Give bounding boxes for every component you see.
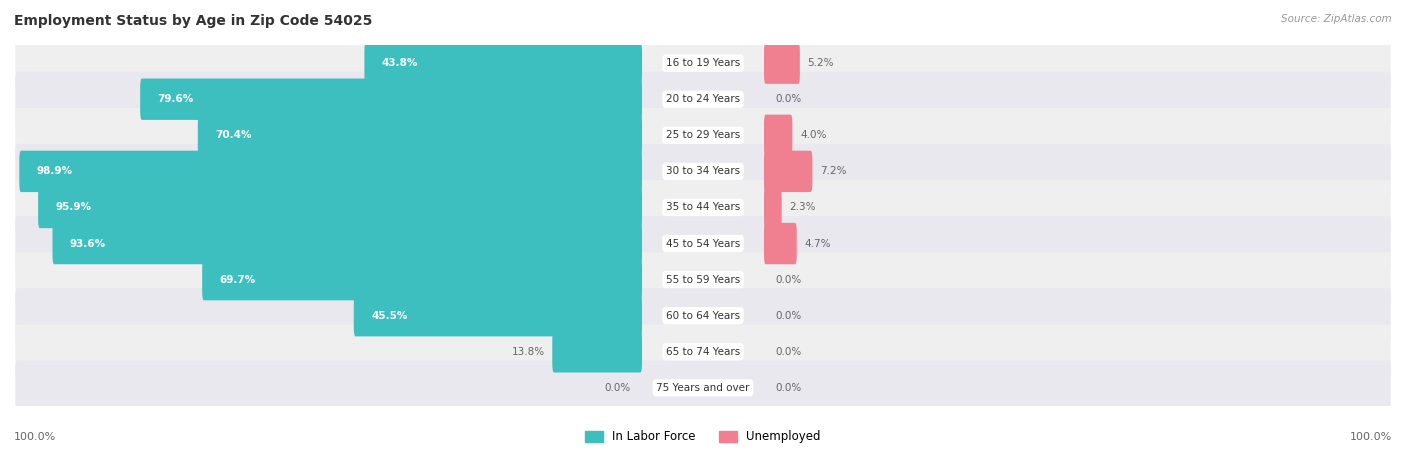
Text: 0.0%: 0.0%: [775, 347, 801, 357]
Text: 35 to 44 Years: 35 to 44 Years: [666, 202, 740, 212]
Text: 5.2%: 5.2%: [807, 58, 834, 68]
FancyBboxPatch shape: [15, 360, 1391, 415]
Text: Employment Status by Age in Zip Code 54025: Employment Status by Age in Zip Code 540…: [14, 14, 373, 28]
Text: 7.2%: 7.2%: [820, 166, 846, 176]
FancyBboxPatch shape: [15, 252, 1391, 307]
FancyBboxPatch shape: [15, 180, 1391, 235]
FancyBboxPatch shape: [553, 331, 643, 373]
Text: 0.0%: 0.0%: [775, 311, 801, 321]
Text: 65 to 74 Years: 65 to 74 Years: [666, 347, 740, 357]
Text: 95.9%: 95.9%: [55, 202, 91, 212]
Text: 70.4%: 70.4%: [215, 130, 252, 140]
FancyBboxPatch shape: [15, 72, 1391, 127]
Text: 79.6%: 79.6%: [157, 94, 194, 104]
FancyBboxPatch shape: [202, 259, 643, 300]
Text: 16 to 19 Years: 16 to 19 Years: [666, 58, 740, 68]
Text: 60 to 64 Years: 60 to 64 Years: [666, 311, 740, 321]
FancyBboxPatch shape: [763, 151, 813, 192]
FancyBboxPatch shape: [763, 42, 800, 84]
Text: 0.0%: 0.0%: [775, 275, 801, 285]
FancyBboxPatch shape: [20, 151, 643, 192]
FancyBboxPatch shape: [763, 187, 782, 228]
Text: 93.6%: 93.6%: [70, 239, 105, 249]
FancyBboxPatch shape: [38, 187, 643, 228]
FancyBboxPatch shape: [15, 288, 1391, 343]
FancyBboxPatch shape: [364, 42, 643, 84]
FancyBboxPatch shape: [198, 115, 643, 156]
FancyBboxPatch shape: [15, 144, 1391, 199]
FancyBboxPatch shape: [763, 223, 797, 264]
FancyBboxPatch shape: [15, 108, 1391, 163]
FancyBboxPatch shape: [763, 115, 793, 156]
FancyBboxPatch shape: [52, 223, 643, 264]
Legend: In Labor Force, Unemployed: In Labor Force, Unemployed: [585, 430, 821, 443]
FancyBboxPatch shape: [15, 36, 1391, 91]
Text: 55 to 59 Years: 55 to 59 Years: [666, 275, 740, 285]
Text: 0.0%: 0.0%: [605, 383, 631, 393]
Text: Source: ZipAtlas.com: Source: ZipAtlas.com: [1281, 14, 1392, 23]
Text: 25 to 29 Years: 25 to 29 Years: [666, 130, 740, 140]
Text: 0.0%: 0.0%: [775, 94, 801, 104]
FancyBboxPatch shape: [354, 295, 643, 336]
Text: 13.8%: 13.8%: [512, 347, 544, 357]
Text: 4.0%: 4.0%: [800, 130, 827, 140]
Text: 0.0%: 0.0%: [775, 383, 801, 393]
FancyBboxPatch shape: [15, 216, 1391, 271]
Text: 100.0%: 100.0%: [14, 432, 56, 442]
Text: 30 to 34 Years: 30 to 34 Years: [666, 166, 740, 176]
Text: 45 to 54 Years: 45 to 54 Years: [666, 239, 740, 249]
FancyBboxPatch shape: [141, 78, 643, 120]
Text: 75 Years and over: 75 Years and over: [657, 383, 749, 393]
Text: 2.3%: 2.3%: [789, 202, 815, 212]
Text: 100.0%: 100.0%: [1350, 432, 1392, 442]
FancyBboxPatch shape: [15, 324, 1391, 379]
Text: 43.8%: 43.8%: [381, 58, 418, 68]
Text: 20 to 24 Years: 20 to 24 Years: [666, 94, 740, 104]
Text: 69.7%: 69.7%: [219, 275, 256, 285]
Text: 45.5%: 45.5%: [371, 311, 408, 321]
Text: 98.9%: 98.9%: [37, 166, 73, 176]
Text: 4.7%: 4.7%: [804, 239, 831, 249]
